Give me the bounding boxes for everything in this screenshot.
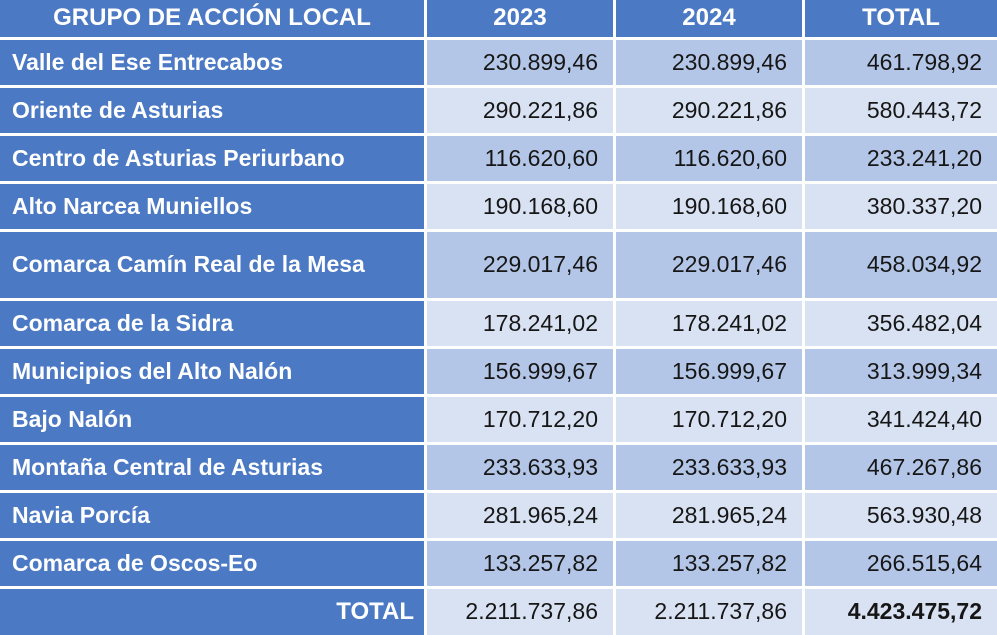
group-name: Municipios del Alto Nalón	[0, 349, 424, 394]
value-total: 313.999,34	[805, 349, 997, 394]
value-total: 356.482,04	[805, 301, 997, 346]
value-2023: 190.168,60	[427, 184, 613, 229]
group-name: Centro de Asturias Periurbano	[0, 136, 424, 181]
group-name: Valle del Ese Entrecabos	[0, 40, 424, 85]
table-row: Municipios del Alto Nalón 156.999,67 156…	[0, 349, 997, 394]
value-2023: 116.620,60	[427, 136, 613, 181]
value-2023: 233.633,93	[427, 445, 613, 490]
table-row: Montaña Central de Asturias 233.633,93 2…	[0, 445, 997, 490]
value-2023: 230.899,46	[427, 40, 613, 85]
column-header-total: TOTAL	[805, 0, 997, 37]
footer-total-label: TOTAL	[0, 589, 424, 635]
group-name: Comarca de la Sidra	[0, 301, 424, 346]
value-2023: 170.712,20	[427, 397, 613, 442]
value-total: 580.443,72	[805, 88, 997, 133]
table-row: Comarca de Oscos-Eo 133.257,82 133.257,8…	[0, 541, 997, 586]
value-2024: 230.899,46	[616, 40, 802, 85]
value-total: 467.267,86	[805, 445, 997, 490]
value-2023: 133.257,82	[427, 541, 613, 586]
table-row: Bajo Nalón 170.712,20 170.712,20 341.424…	[0, 397, 997, 442]
column-header-2024: 2024	[616, 0, 802, 37]
value-2023: 156.999,67	[427, 349, 613, 394]
value-2023: 290.221,86	[427, 88, 613, 133]
value-2024: 133.257,82	[616, 541, 802, 586]
value-2023: 178.241,02	[427, 301, 613, 346]
table-row: Centro de Asturias Periurbano 116.620,60…	[0, 136, 997, 181]
value-2024: 170.712,20	[616, 397, 802, 442]
table-row: Navia Porcía 281.965,24 281.965,24 563.9…	[0, 493, 997, 538]
table-row: Alto Narcea Muniellos 190.168,60 190.168…	[0, 184, 997, 229]
value-2024: 190.168,60	[616, 184, 802, 229]
value-2024: 290.221,86	[616, 88, 802, 133]
table-row: Oriente de Asturias 290.221,86 290.221,8…	[0, 88, 997, 133]
value-total: 563.930,48	[805, 493, 997, 538]
value-2024: 281.965,24	[616, 493, 802, 538]
column-header-2023: 2023	[427, 0, 613, 37]
value-total: 461.798,92	[805, 40, 997, 85]
group-name: Alto Narcea Muniellos	[0, 184, 424, 229]
value-2024: 229.017,46	[616, 232, 802, 298]
table-footer-row: TOTAL 2.211.737,86 2.211.737,86 4.423.47…	[0, 589, 997, 635]
group-name: Montaña Central de Asturias	[0, 445, 424, 490]
value-2024: 116.620,60	[616, 136, 802, 181]
value-2024: 178.241,02	[616, 301, 802, 346]
table-row: Valle del Ese Entrecabos 230.899,46 230.…	[0, 40, 997, 85]
value-total: 233.241,20	[805, 136, 997, 181]
value-total: 380.337,20	[805, 184, 997, 229]
value-total: 341.424,40	[805, 397, 997, 442]
value-2023: 281.965,24	[427, 493, 613, 538]
column-header-group: GRUPO DE ACCIÓN LOCAL	[0, 0, 424, 37]
group-name: Navia Porcía	[0, 493, 424, 538]
footer-value-2024: 2.211.737,86	[616, 589, 802, 635]
value-2024: 233.633,93	[616, 445, 802, 490]
footer-value-2023: 2.211.737,86	[427, 589, 613, 635]
group-name: Comarca Camín Real de la Mesa	[0, 232, 424, 298]
group-name: Bajo Nalón	[0, 397, 424, 442]
footer-grand-total: 4.423.475,72	[805, 589, 997, 635]
table-row: Comarca Camín Real de la Mesa 229.017,46…	[0, 232, 997, 298]
value-2023: 229.017,46	[427, 232, 613, 298]
value-total: 458.034,92	[805, 232, 997, 298]
table-row: Comarca de la Sidra 178.241,02 178.241,0…	[0, 301, 997, 346]
group-name: Oriente de Asturias	[0, 88, 424, 133]
value-2024: 156.999,67	[616, 349, 802, 394]
group-name: Comarca de Oscos-Eo	[0, 541, 424, 586]
table-header-row: GRUPO DE ACCIÓN LOCAL 2023 2024 TOTAL	[0, 0, 997, 37]
value-total: 266.515,64	[805, 541, 997, 586]
